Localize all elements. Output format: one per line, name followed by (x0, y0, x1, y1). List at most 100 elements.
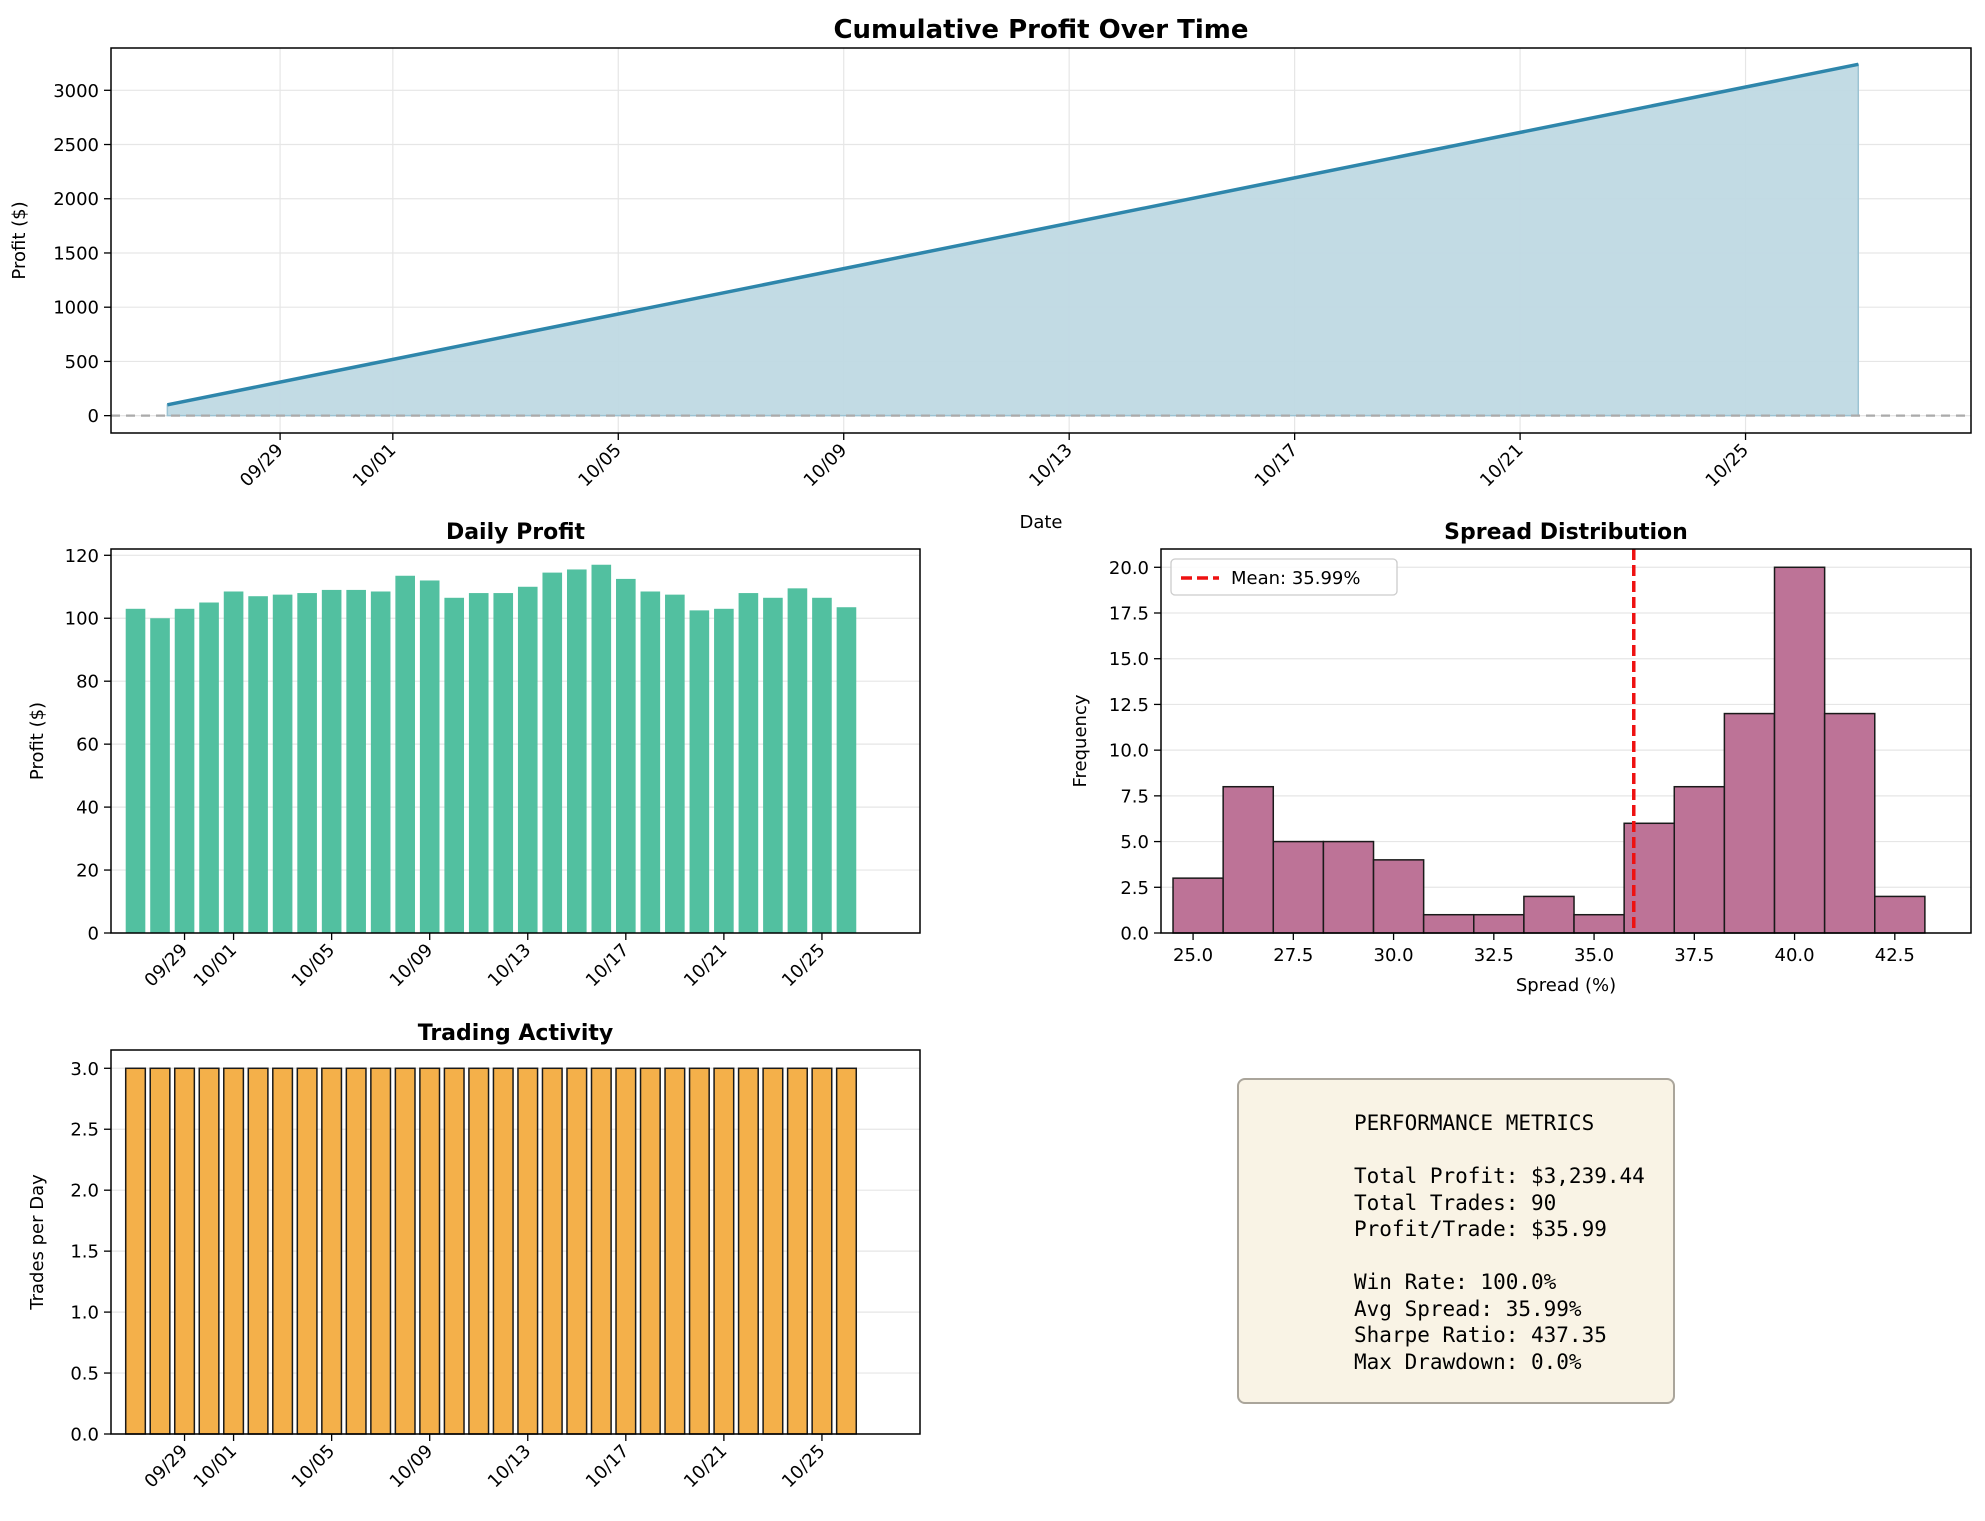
x-tick-label: 30.0 (1374, 945, 1414, 966)
x-tick-label: 10/09 (386, 940, 438, 992)
spread-histogram-bar (1623, 822, 1676, 934)
x-axis-label: Date (1019, 512, 1062, 533)
y-tick-label: 1500 (53, 243, 99, 264)
y-tick-label: 1.5 (70, 1242, 99, 1263)
x-tick-label: 10/09 (800, 440, 852, 492)
trades-per-day-bar (811, 1067, 833, 1435)
trades-per-day-bar (664, 1067, 686, 1435)
daily-profit-bar (248, 596, 268, 933)
y-axis-label: Profit ($) (27, 702, 48, 780)
y-tick-label: 2.5 (1120, 878, 1149, 899)
x-tick-label: 10/21 (680, 1441, 732, 1493)
metric-profit-per-trade: Profit/Trade: $35.99 (1354, 1217, 1607, 1241)
x-tick-label: 10/05 (288, 1441, 340, 1493)
trades-per-day-bar (394, 1067, 416, 1435)
spread-histogram-bar (1372, 859, 1425, 934)
y-axis-label: Profit ($) (9, 201, 30, 279)
x-axis-label: Spread (%) (1516, 975, 1616, 996)
x-tick-label: 09/29 (236, 440, 288, 492)
spread-distribution-chart: 0.0 2.5 5.0 7.5 10.0 12.5 15.0 17.5 20.0 25.0 27.5… (1070, 520, 1972, 996)
y-tick-label: 2500 (53, 135, 99, 156)
performance-metrics-box: PERFORMANCE METRICS Total Profit: $3,239.… (1237, 1078, 1675, 1404)
x-tick-label: 09/29 (141, 940, 193, 992)
x-tick-label: 10/17 (582, 1441, 634, 1493)
daily-profit-bar (321, 589, 342, 933)
daily-profit-bar (566, 569, 587, 933)
trades-per-day-bar (737, 1067, 759, 1435)
daily-profit-bar (812, 597, 832, 933)
y-tick-label: 60 (76, 735, 99, 756)
y-tick-label: 500 (65, 352, 99, 373)
x-tick-label: 32.5 (1474, 945, 1514, 966)
y-axis-label: Frequency (1070, 694, 1091, 787)
cumulative-profit-chart: 0 500 1000 1500 2000 2500 3000 09/29 10/01 10/05 1… (9, 15, 1972, 533)
y-tick-label: 5.0 (1120, 832, 1149, 853)
axes-frame (1160, 548, 1972, 934)
y-tick-label: 12.5 (1109, 695, 1149, 716)
daily-profit-bar (272, 594, 293, 933)
trades-per-day-bar (590, 1067, 612, 1435)
x-tick-label: 10/25 (778, 940, 830, 992)
y-tick-label: 20 (76, 861, 99, 882)
y-tick-label: 40 (76, 798, 99, 819)
trades-per-day-bar (468, 1067, 490, 1435)
y-tick-label: 0.0 (1120, 924, 1149, 945)
spread-histogram-bar (1773, 566, 1826, 934)
trades-per-day-bar (198, 1067, 220, 1435)
trades-per-day-bar (566, 1067, 588, 1435)
trades-per-day-bar (492, 1067, 514, 1435)
x-tick-label: 10/13 (484, 1441, 536, 1493)
trades-per-day-bar (541, 1067, 563, 1435)
trades-per-day-bar (321, 1067, 343, 1435)
spread-histogram-bar (1272, 840, 1325, 934)
daily-profit-bar (150, 618, 170, 933)
daily-profit-bar (297, 593, 317, 933)
x-tick-label: 10/05 (288, 940, 340, 992)
trades-per-day-bar (835, 1067, 858, 1435)
y-tick-label: 0 (88, 924, 99, 945)
daily-profit-bar (419, 580, 440, 933)
x-tick-label: 10/21 (680, 940, 732, 992)
daily-profit-bar (468, 593, 489, 933)
metric-total-trades: Total Trades: 90 (1354, 1190, 1557, 1215)
trades-per-day-bar (639, 1067, 661, 1435)
x-tick-label: 10/21 (1476, 440, 1528, 492)
daily-profit-bar (174, 608, 195, 933)
daily-profit-bar (616, 578, 636, 933)
spread-histogram-bar (1222, 785, 1275, 934)
metric-win-rate: Win Rate: 100.0% (1354, 1270, 1557, 1294)
y-tick-label: 80 (76, 672, 99, 693)
y-tick-label: 0.5 (70, 1364, 99, 1385)
daily-profit-bar (787, 588, 808, 933)
daily-profit-bar (542, 572, 563, 933)
trades-per-day-bar (419, 1067, 441, 1435)
trades-per-day-bar (173, 1067, 196, 1435)
trades-per-day-bar (517, 1067, 539, 1435)
daily-profit-bar (125, 608, 146, 933)
metric-max-drawdown: Max Drawdown: 0.0% (1354, 1349, 1582, 1374)
daily-profit-bar (517, 586, 538, 933)
spread-legend: Mean: 35.99% (1170, 558, 1398, 596)
spread-histogram-bar (1673, 785, 1726, 934)
trades-per-day-bar (272, 1067, 294, 1435)
x-tick-label: 09/29 (141, 1441, 193, 1493)
spread-histogram-bar (1322, 840, 1375, 934)
daily-profit-bar (640, 591, 661, 933)
y-tick-label: 2.0 (70, 1181, 99, 1202)
y-tick-label: 0 (88, 406, 99, 427)
trades-per-day-bar (124, 1067, 147, 1435)
x-tick-label: 10/13 (484, 940, 536, 992)
metric-avg-spread: Avg Spread: 35.99% (1354, 1296, 1582, 1321)
metrics-heading: PERFORMANCE METRICS (1354, 1111, 1595, 1135)
daily-profit-bar (223, 591, 244, 933)
trades-per-day-bar (786, 1067, 808, 1435)
y-tick-label: 10.0 (1109, 741, 1149, 762)
trades-per-day-bar (345, 1067, 367, 1435)
spread-histogram-bar (1172, 877, 1224, 934)
daily-profit-bar (370, 591, 391, 933)
daily-profit-bar (836, 607, 857, 933)
daily-profit-bar (444, 597, 465, 933)
daily-profit-bar (199, 602, 219, 933)
trades-per-day-bar (688, 1067, 710, 1435)
